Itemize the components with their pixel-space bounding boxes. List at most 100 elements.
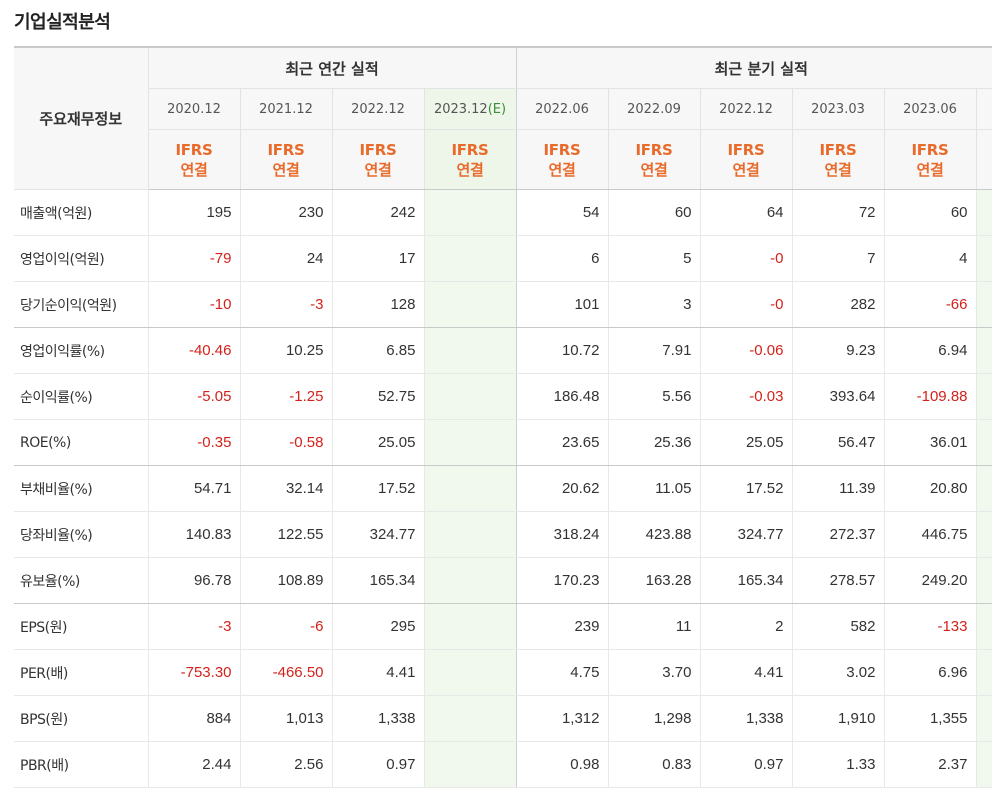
quarter-value-cell: 9.23 — [791, 327, 884, 374]
quarter-value-cell: 1,355 — [883, 695, 976, 742]
quarter-value-cell: -0 — [699, 235, 792, 282]
row-label: PER(배) — [14, 649, 148, 696]
annual-value-cell: -5.05 — [147, 373, 240, 420]
estimate-cell — [423, 511, 516, 558]
overflow-column-cell — [975, 557, 992, 604]
annual-value-cell: 2.56 — [239, 741, 332, 788]
quarter-value-cell: 7 — [791, 235, 884, 282]
table-row: BPS(원) 884 1,013 1,338 1,312 1,298 1,338 1,910 1… — [14, 695, 992, 742]
period-header[interactable]: 2022.06 — [515, 88, 608, 130]
quarter-value-cell: 239 — [515, 603, 608, 650]
quarter-value-cell: 282 — [791, 281, 884, 328]
period-header[interactable]: 2021.12 — [239, 88, 332, 130]
annual-value-cell: -0.35 — [147, 419, 240, 466]
accounting-standard-label: IFRS 연결 — [423, 129, 516, 190]
period-header[interactable]: 2022.09 — [607, 88, 700, 130]
estimate-cell — [423, 419, 516, 466]
quarter-value-cell: 64 — [699, 189, 792, 236]
quarter-value-cell: 446.75 — [883, 511, 976, 558]
quarter-value-cell: 324.77 — [699, 511, 792, 558]
estimate-cell — [423, 649, 516, 696]
annual-value-cell: 54.71 — [147, 465, 240, 512]
ifrs-label: IFRS — [727, 140, 765, 159]
annual-value-cell: -10 — [147, 281, 240, 328]
annual-value-cell: 165.34 — [331, 557, 424, 604]
annual-value-cell: 96.78 — [147, 557, 240, 604]
accounting-standard-label: IFRS 연결 — [699, 129, 792, 190]
overflow-column-cell — [975, 695, 992, 742]
accounting-standard-label: IFRS 연결 — [515, 129, 608, 190]
quarter-value-cell: 278.57 — [791, 557, 884, 604]
overflow-column-cell — [975, 419, 992, 466]
row-label: 유보율(%) — [14, 557, 148, 604]
quarter-value-cell: 3.02 — [791, 649, 884, 696]
row-label: 순이익률(%) — [14, 373, 148, 420]
annual-value-cell: -3 — [239, 281, 332, 328]
annual-value-cell: 25.05 — [331, 419, 424, 466]
row-label: 매출액(억원) — [14, 189, 148, 236]
overflow-column-cell — [975, 373, 992, 420]
quarter-value-cell: -0.03 — [699, 373, 792, 420]
quarter-value-cell: 25.05 — [699, 419, 792, 466]
quarter-value-cell: 4.41 — [699, 649, 792, 696]
period-label: 2023.12 — [433, 101, 488, 117]
consolidated-label: 연결 — [180, 160, 208, 179]
annual-value-cell: -466.50 — [239, 649, 332, 696]
annual-value-cell: 1,338 — [331, 695, 424, 742]
quarter-value-cell: 36.01 — [883, 419, 976, 466]
period-header[interactable]: 2023.06 — [883, 88, 976, 130]
quarter-value-cell: 0.98 — [515, 741, 608, 788]
quarter-value-cell: 0.83 — [607, 741, 700, 788]
table-row: 부채비율(%) 54.71 32.14 17.52 20.62 11.05 17.52 11.… — [14, 465, 992, 512]
quarter-value-cell: -109.88 — [883, 373, 976, 420]
period-header[interactable]: 2023.03 — [791, 88, 884, 130]
quarter-value-cell: 101 — [515, 281, 608, 328]
quarter-value-cell: 10.72 — [515, 327, 608, 374]
annual-value-cell: -40.46 — [147, 327, 240, 374]
annual-value-cell: 2.44 — [147, 741, 240, 788]
table-row: EPS(원) -3 -6 295 239 11 2 582 -133 — [14, 603, 992, 650]
estimate-cell — [423, 235, 516, 282]
period-header[interactable]: 2022.12 — [699, 88, 792, 130]
quarter-value-cell: 11 — [607, 603, 700, 650]
overflow-column-cell — [975, 327, 992, 374]
quarter-value-cell: 2.37 — [883, 741, 976, 788]
row-label: 영업이익률(%) — [14, 327, 148, 374]
ifrs-label: IFRS — [819, 140, 857, 159]
row-label: EPS(원) — [14, 603, 148, 650]
period-header-estimate[interactable]: 2023.12(E) — [423, 88, 516, 130]
period-header[interactable]: 2022.12 — [331, 88, 424, 130]
overflow-column-header — [975, 88, 992, 130]
estimate-mark: (E) — [487, 101, 507, 117]
table-row: 영업이익률(%) -40.46 10.25 6.85 10.72 7.91 -0.06 9.2… — [14, 327, 992, 374]
ifrs-label: IFRS — [635, 140, 673, 159]
accounting-standard-label: IFRS 연결 — [147, 129, 240, 190]
row-label: 영업이익(억원) — [14, 235, 148, 282]
quarter-value-cell: 4 — [883, 235, 976, 282]
accounting-standard-label: IFRS 연결 — [239, 129, 332, 190]
quarter-value-cell: 72 — [791, 189, 884, 236]
quarter-value-cell: 1.33 — [791, 741, 884, 788]
overflow-column-cell — [975, 235, 992, 282]
table-row: 순이익률(%) -5.05 -1.25 52.75 186.48 5.56 -0.03 393… — [14, 373, 992, 420]
annual-value-cell: -79 — [147, 235, 240, 282]
quarter-value-cell: 6 — [515, 235, 608, 282]
overflow-column-cell — [975, 741, 992, 788]
period-header[interactable]: 2020.12 — [147, 88, 240, 130]
ifrs-label: IFRS — [175, 140, 213, 159]
quarter-value-cell: 249.20 — [883, 557, 976, 604]
consolidated-label: 연결 — [732, 160, 760, 179]
annual-value-cell: 108.89 — [239, 557, 332, 604]
row-label: ROE(%) — [14, 419, 148, 466]
table-row: PER(배) -753.30 -466.50 4.41 4.75 3.70 4.41 3.02… — [14, 649, 992, 696]
estimate-cell — [423, 189, 516, 236]
quarter-value-cell: 318.24 — [515, 511, 608, 558]
accounting-standard-label: IFRS 연결 — [791, 129, 884, 190]
quarter-value-cell: 25.36 — [607, 419, 700, 466]
row-label: PBR(배) — [14, 741, 148, 788]
table-row: PBR(배) 2.44 2.56 0.97 0.98 0.83 0.97 1.33 2.37 — [14, 741, 992, 788]
overflow-column-cell — [975, 465, 992, 512]
annual-value-cell: 195 — [147, 189, 240, 236]
quarter-value-cell: 56.47 — [791, 419, 884, 466]
annual-value-cell: 884 — [147, 695, 240, 742]
